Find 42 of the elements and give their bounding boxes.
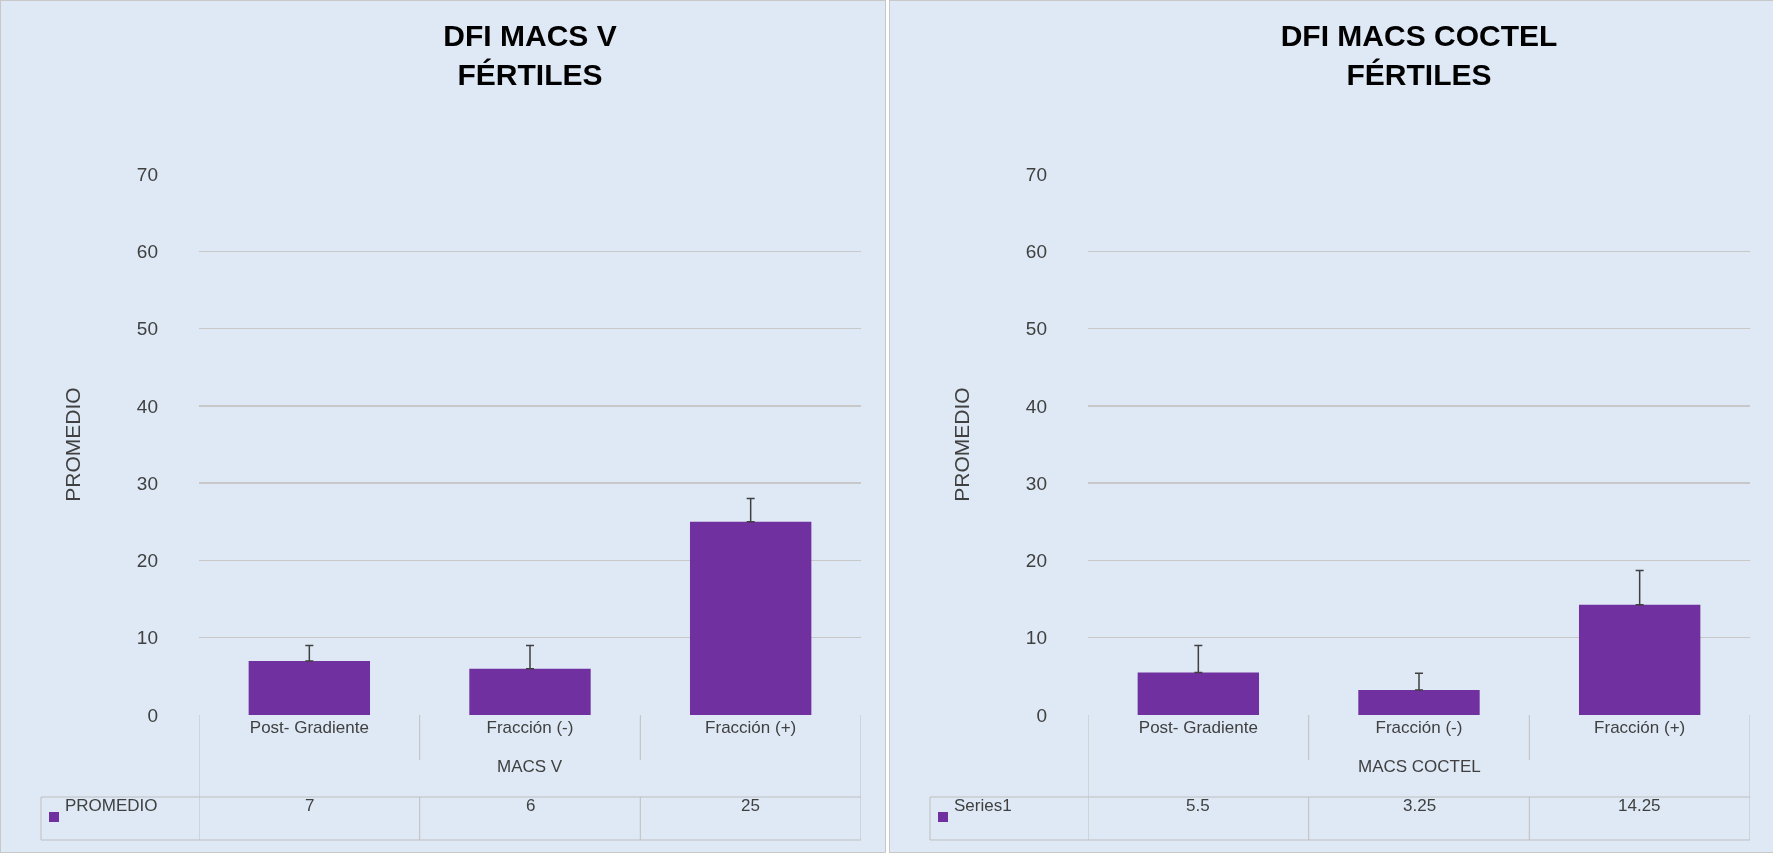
bar	[689, 521, 812, 715]
x-tick-label: Fracción (+)	[705, 718, 797, 737]
legend-label: Series1	[954, 796, 1012, 815]
x-tick-label: Fracción (-)	[486, 718, 574, 737]
legend-label: PROMEDIO	[65, 796, 158, 815]
y-axis-title: PROMEDIO	[950, 387, 974, 502]
y-tick-label: 20	[136, 550, 158, 572]
x-tick-label: Post- Gradiente	[1138, 718, 1258, 737]
bar	[1358, 689, 1480, 715]
data-label: 3.25	[1403, 796, 1437, 815]
x-tick-label: Fracción (+)	[1594, 718, 1686, 737]
bar	[1578, 604, 1701, 715]
y-tick-label: 30	[1025, 472, 1047, 494]
y-tick-label: 40	[136, 395, 158, 417]
y-tick-label: 60	[136, 240, 158, 262]
bar	[248, 660, 371, 715]
y-tick-label: 50	[1025, 318, 1047, 340]
x-axis-title: MACS V	[497, 757, 563, 776]
y-tick-label: 10	[1025, 627, 1047, 649]
data-label: 14.25	[1618, 796, 1661, 815]
y-tick-label: 70	[1025, 163, 1047, 185]
y-tick-label: 0	[1036, 704, 1047, 726]
data-label: 25	[741, 796, 760, 815]
y-axis-title: PROMEDIO	[61, 387, 85, 502]
x-axis-title: MACS COCTEL	[1358, 757, 1481, 776]
y-tick-label: 60	[1025, 240, 1047, 262]
data-label: 5.5	[1186, 796, 1210, 815]
data-label: 7	[305, 796, 315, 815]
y-tick-label: 20	[1025, 550, 1047, 572]
bar	[469, 668, 591, 715]
y-tick-label: 10	[136, 627, 158, 649]
x-tick-label: Fracción (-)	[1375, 718, 1463, 737]
y-tick-label: 30	[136, 472, 158, 494]
chart-title: DFI MACS V FÉRTILES	[443, 18, 617, 91]
bar	[1137, 672, 1260, 715]
y-tick-label: 50	[136, 318, 158, 340]
y-tick-label: 40	[1025, 395, 1047, 417]
data-label: 6	[526, 796, 536, 815]
y-tick-label: 70	[136, 163, 158, 185]
x-tick-label: Post- Gradiente	[249, 718, 369, 737]
y-tick-label: 0	[147, 704, 158, 726]
chart-title: DFI MACS COCTEL FÉRTILES	[1280, 18, 1558, 91]
